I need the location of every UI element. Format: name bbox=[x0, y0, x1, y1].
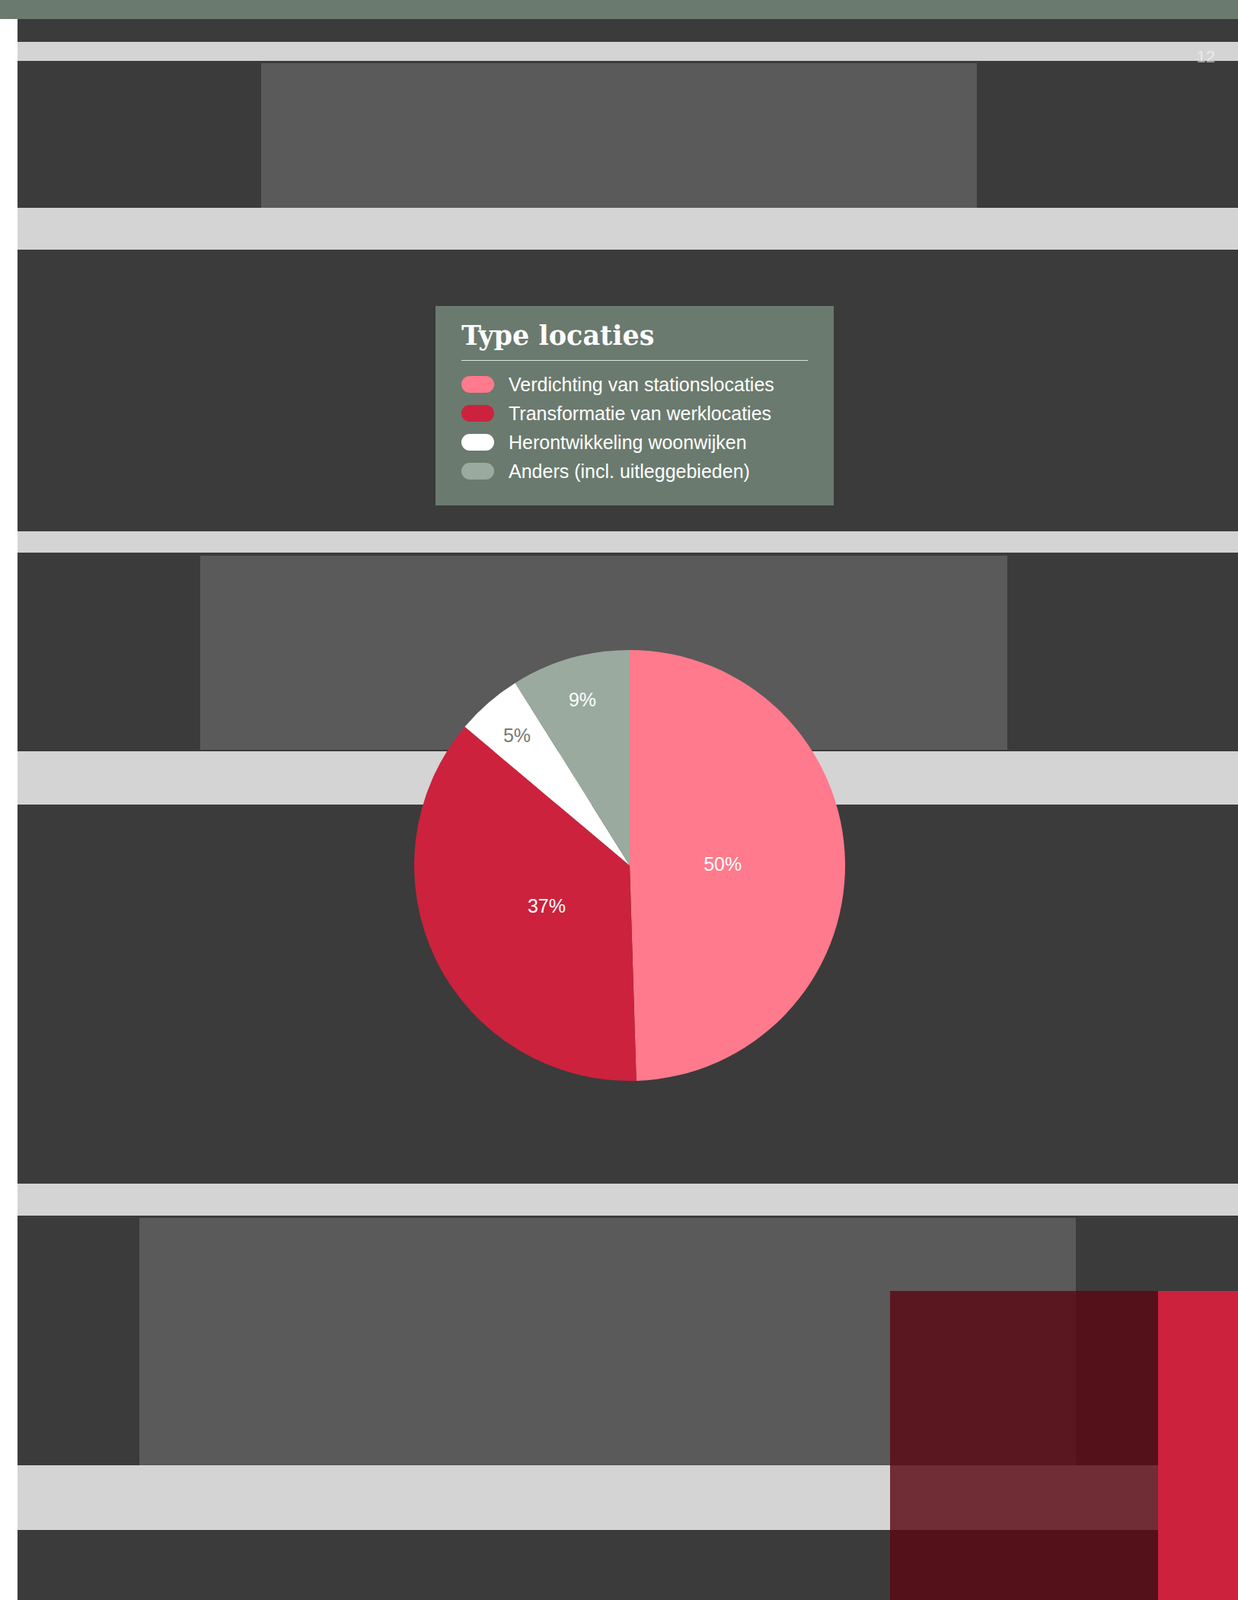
svg-text:5%: 5% bbox=[503, 724, 531, 747]
svg-text:9%: 9% bbox=[568, 689, 597, 711]
html-text:Transformatie van werklocaties: Transformatie van werklocaties bbox=[508, 402, 772, 424]
html-text:Herontwikkeling woonwijken: Herontwikkeling woonwijken bbox=[508, 431, 747, 453]
svg-text:37%: 37% bbox=[527, 895, 566, 917]
html-text:Anders (incl. uitleggebieden): Anders (incl. uitleggebieden) bbox=[508, 460, 750, 482]
svg-text:50%: 50% bbox=[703, 853, 742, 875]
html-text:Type locaties: Type locaties bbox=[461, 319, 655, 351]
html-text:12: 12 bbox=[1196, 47, 1216, 67]
html-text:Verdichting van stationslocati: Verdichting van stationslocaties bbox=[508, 373, 775, 395]
